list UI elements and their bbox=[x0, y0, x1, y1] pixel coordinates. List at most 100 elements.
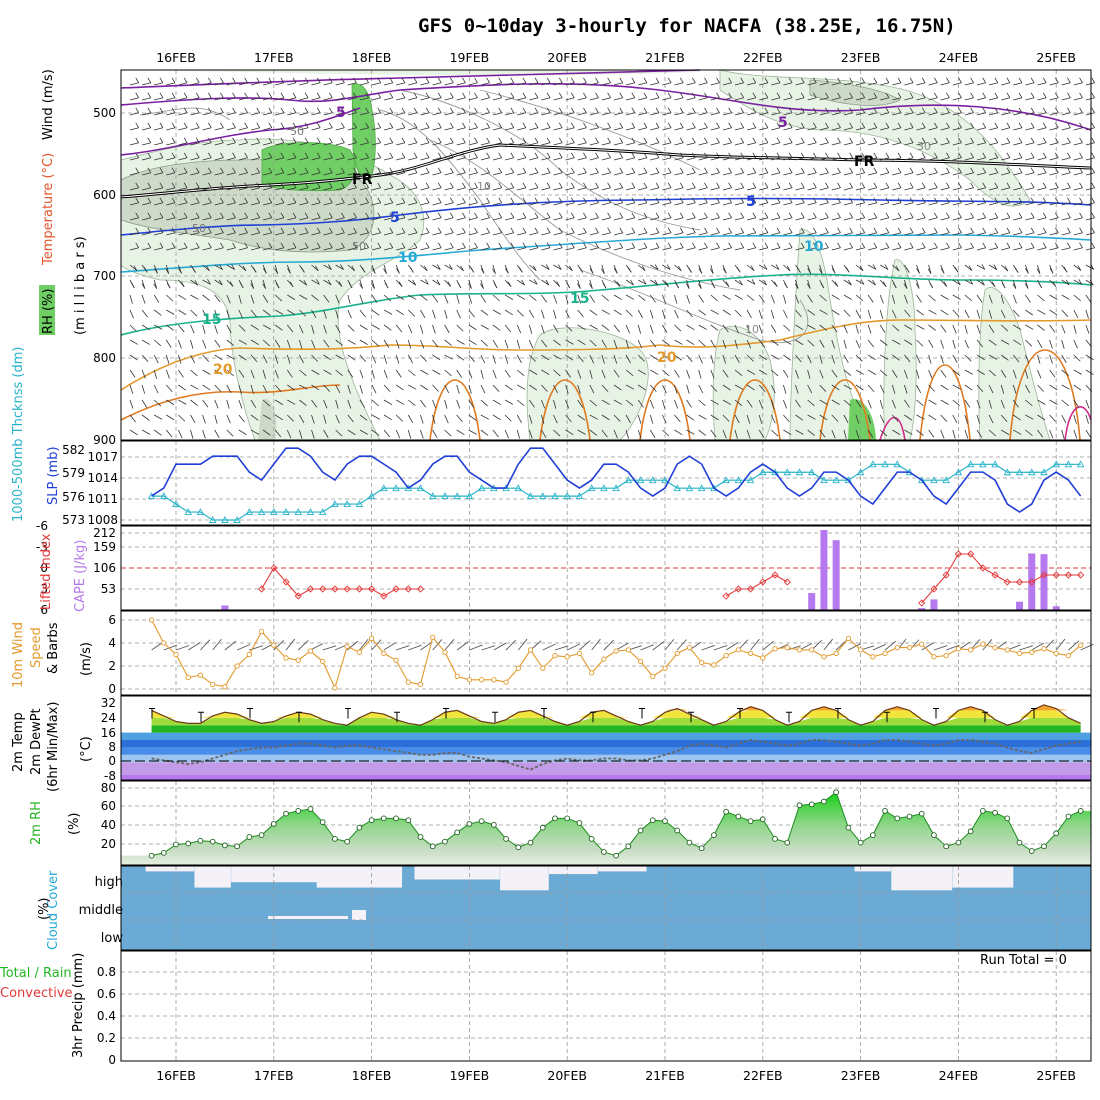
wind-barb bbox=[190, 414, 196, 423]
wind-barb bbox=[873, 227, 878, 233]
wind-barb bbox=[626, 202, 635, 206]
precip-tick-label: 0.6 bbox=[97, 987, 116, 1001]
wind-barb bbox=[891, 399, 896, 409]
wind-barb bbox=[686, 369, 691, 379]
wind-barb bbox=[347, 232, 357, 236]
wind-barb bbox=[534, 137, 539, 143]
wind-barb bbox=[413, 227, 418, 233]
wind-barb bbox=[1091, 122, 1095, 128]
surface-wind-barb bbox=[517, 638, 528, 651]
wind-barb bbox=[679, 152, 684, 158]
thickness-point bbox=[1027, 468, 1036, 476]
wind-barb bbox=[347, 97, 357, 101]
wind-barb bbox=[226, 354, 235, 360]
wind-barb bbox=[909, 152, 914, 158]
wind-barb bbox=[468, 369, 473, 379]
wind-barb bbox=[988, 264, 998, 270]
wind-barb bbox=[323, 187, 333, 191]
wind-barb bbox=[304, 182, 309, 188]
wind-point bbox=[405, 679, 411, 685]
wind-barb bbox=[812, 152, 817, 158]
wind-barb bbox=[159, 107, 164, 113]
wind-barb bbox=[250, 247, 260, 251]
wind-barb bbox=[505, 97, 514, 101]
wind-barb bbox=[976, 384, 984, 393]
wind-barb bbox=[667, 197, 672, 203]
wind-barb bbox=[262, 414, 272, 420]
wind-barb bbox=[304, 227, 309, 233]
wind-barb bbox=[989, 217, 998, 221]
wind-barb bbox=[662, 384, 667, 394]
wind-barb bbox=[740, 122, 745, 128]
pressure-unit-label: (m i l l i b a r s) bbox=[73, 236, 88, 335]
wind-barb bbox=[316, 107, 321, 113]
wind-barb bbox=[643, 242, 648, 248]
wind-barb bbox=[964, 309, 970, 319]
temp-tick-label: 16 bbox=[101, 726, 116, 740]
wind-barb bbox=[202, 127, 212, 131]
wind-barb bbox=[226, 339, 235, 346]
lifted-index-label: Lifted Index bbox=[39, 533, 54, 610]
wind-barb bbox=[667, 227, 672, 233]
wind-barb bbox=[674, 354, 683, 361]
wind-barb bbox=[274, 324, 283, 331]
wind-barb bbox=[420, 82, 430, 86]
wind-barb bbox=[159, 122, 164, 128]
wind-barb bbox=[238, 294, 242, 304]
wind-barb bbox=[589, 157, 599, 161]
wind-barb bbox=[510, 92, 515, 98]
wind-barb bbox=[795, 232, 805, 236]
wind-point bbox=[161, 640, 167, 646]
wind-barb bbox=[812, 227, 817, 233]
wind-barb bbox=[771, 232, 781, 236]
wind-barb bbox=[166, 282, 171, 289]
wind-barb bbox=[178, 339, 182, 349]
wind-point bbox=[564, 654, 570, 660]
wind-barb bbox=[686, 294, 691, 304]
wind-barb bbox=[800, 242, 805, 248]
wind-barb bbox=[226, 309, 230, 319]
li-point bbox=[746, 585, 755, 593]
wind-barb bbox=[214, 187, 224, 191]
wind-barb bbox=[837, 92, 841, 98]
wind-barb bbox=[304, 167, 309, 173]
rh-point bbox=[992, 809, 998, 816]
thickness-tick-label: 573 bbox=[62, 513, 85, 527]
thickness-tick-label: 579 bbox=[62, 466, 85, 480]
upper-side-labels: RH (%) Temperature (°C) Wind (m/s) (m i … bbox=[39, 69, 88, 335]
slp-tick-label: 1008 bbox=[87, 513, 118, 527]
slp-label: SLP (mb) bbox=[46, 446, 61, 505]
wind-barb bbox=[516, 339, 521, 349]
wind-barb bbox=[807, 187, 817, 191]
wind-barb bbox=[964, 339, 969, 349]
wind-barb bbox=[788, 182, 793, 188]
wind-barb bbox=[679, 122, 684, 128]
wind-barb bbox=[1025, 384, 1031, 394]
wind-barb bbox=[570, 152, 575, 158]
wind-point bbox=[845, 635, 852, 642]
wind-barb bbox=[1067, 122, 1071, 128]
li-point bbox=[404, 585, 412, 593]
wind-barb bbox=[214, 264, 223, 270]
wind-barb bbox=[389, 197, 394, 203]
wind-barb bbox=[601, 202, 611, 206]
cape-tick-label: 106 bbox=[93, 561, 116, 575]
wind-barb bbox=[800, 197, 805, 203]
wind-barb bbox=[207, 107, 212, 113]
wind-barb bbox=[601, 82, 611, 86]
wind-barb bbox=[626, 217, 635, 221]
wind-barb bbox=[783, 384, 787, 394]
li-point bbox=[1003, 578, 1011, 586]
wind-barb bbox=[141, 399, 148, 408]
wind-barb bbox=[1037, 157, 1047, 161]
wind-barb bbox=[311, 112, 321, 116]
wind-barb bbox=[613, 294, 622, 300]
wind-barb bbox=[994, 197, 999, 203]
wind-barb bbox=[1006, 212, 1011, 218]
wind-barb bbox=[129, 414, 136, 423]
wind-barb bbox=[432, 82, 442, 86]
wind-barb bbox=[607, 122, 611, 128]
rh-point bbox=[784, 839, 791, 846]
wind-barb bbox=[553, 414, 558, 424]
wind-barb bbox=[1049, 324, 1056, 333]
